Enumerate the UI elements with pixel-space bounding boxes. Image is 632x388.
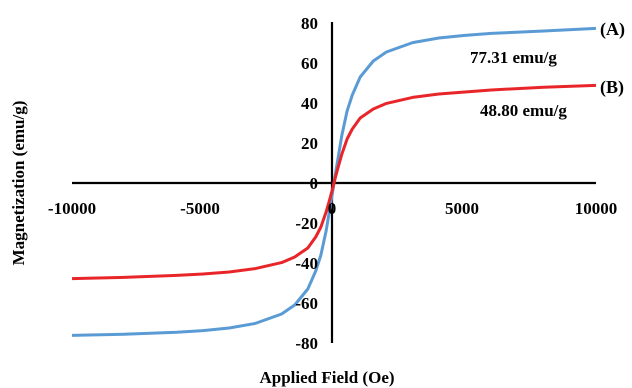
x-tick-label: 5000 [445,199,479,218]
y-tick-label: 40 [301,94,318,113]
x-tick-label: -5000 [180,199,220,218]
annotation-b-value: 48.80 emu/g [480,101,567,120]
y-tick-label: -40 [295,254,318,273]
series-label-b: (B) [600,77,624,98]
series-label-a: (A) [600,19,625,40]
x-axis-title: Applied Field (Oe) [259,368,394,387]
x-tick-labels: -10000 -5000 0 5000 10000 [48,199,617,218]
x-tick-label: -10000 [48,199,96,218]
x-tick-label: 10000 [575,199,618,218]
y-tick-label: -20 [295,214,318,233]
y-tick-label: 80 [301,14,318,33]
annotation-a-value: 77.31 emu/g [470,48,557,67]
series-line-b [71,83,597,281]
x-tick-label: 0 [328,199,337,218]
y-tick-label: -60 [295,294,318,313]
y-tick-labels: 80 60 40 20 0 -20 -40 -60 -80 [295,14,318,353]
series-layer [71,26,597,337]
y-axis-title: Magnetization (emu/g) [9,101,28,266]
y-tick-label: 20 [301,134,318,153]
y-tick-label: 0 [310,174,319,193]
y-tick-label: -80 [295,334,318,353]
y-tick-label: 60 [301,54,318,73]
